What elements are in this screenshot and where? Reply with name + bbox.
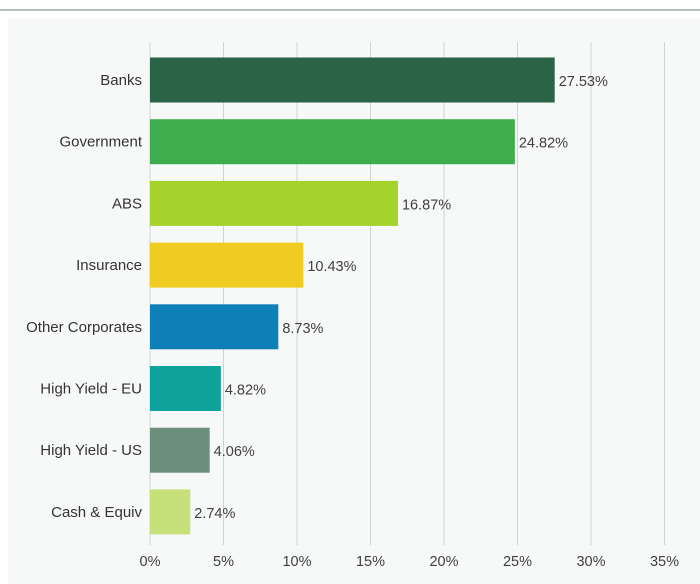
bar (150, 242, 304, 288)
bar (150, 304, 279, 350)
category-label: Other Corporates (26, 319, 142, 336)
data-label: 27.53% (559, 74, 608, 90)
data-label: 8.73% (282, 321, 323, 337)
x-tick-label: 20% (429, 554, 458, 570)
data-label: 2.74% (194, 506, 235, 522)
bar (150, 489, 191, 535)
plot-background (8, 19, 700, 584)
category-label: ABS (112, 195, 142, 212)
data-label: 4.06% (214, 444, 255, 460)
top-divider (0, 9, 700, 11)
category-label: Cash & Equiv (51, 504, 142, 521)
bar (150, 180, 398, 226)
x-tick-label: 0% (140, 554, 161, 570)
data-label: 10.43% (307, 259, 356, 275)
category-label: High Yield - US (40, 442, 142, 459)
category-label: Government (59, 134, 142, 151)
category-label: Insurance (76, 257, 142, 274)
data-label: 16.87% (402, 197, 451, 213)
x-tick-label: 35% (650, 554, 679, 570)
x-tick-label: 30% (576, 554, 605, 570)
bar (150, 427, 210, 473)
x-tick-label: 5% (213, 554, 234, 570)
bar (150, 366, 221, 411)
x-tick-label: 10% (282, 554, 311, 570)
data-label: 24.82% (519, 136, 568, 152)
bar (150, 119, 515, 165)
x-tick-label: 25% (503, 554, 532, 570)
category-label: High Yield - EU (40, 381, 142, 398)
x-tick-label: 15% (356, 554, 385, 570)
data-label: 4.82% (225, 383, 266, 399)
category-label: Banks (100, 72, 142, 89)
bar (150, 57, 555, 103)
